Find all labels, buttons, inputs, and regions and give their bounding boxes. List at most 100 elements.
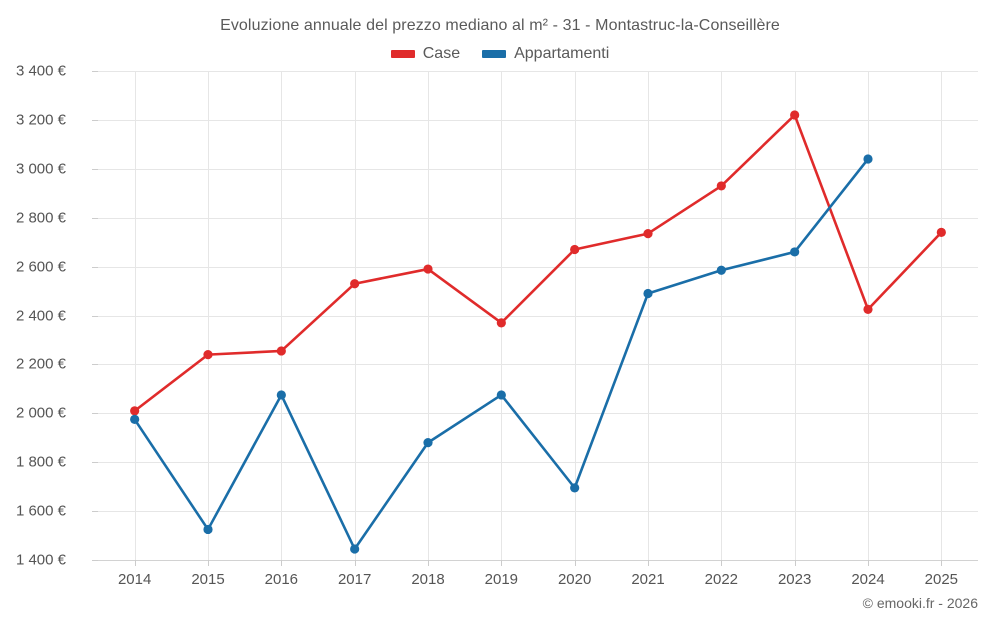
x-axis-tick-label: 2019 xyxy=(484,571,519,588)
gridline-vertical xyxy=(501,71,503,560)
y-axis-tick-label: 2 600 € xyxy=(15,258,66,276)
y-axis-tick-mark xyxy=(92,315,98,317)
y-axis-tick-label: 3 000 € xyxy=(15,160,66,178)
data-point-case[interactable] xyxy=(643,228,653,239)
x-axis-tick-mark xyxy=(134,560,136,566)
y-axis-tick-mark xyxy=(92,462,98,464)
footer-credit: © emooki.fr - 2026 xyxy=(862,595,978,611)
chart-legend: Case Appartamenti xyxy=(0,45,1000,63)
x-axis-tick-label: 2015 xyxy=(191,571,225,588)
legend-item-case[interactable]: Case xyxy=(390,45,461,63)
gridline-vertical xyxy=(354,71,356,560)
gridline-horizontal xyxy=(98,413,978,415)
data-point-case[interactable] xyxy=(716,181,726,191)
legend-swatch-case xyxy=(390,50,415,58)
data-point-case[interactable] xyxy=(350,279,360,289)
data-point-appartamenti[interactable] xyxy=(790,247,800,257)
data-point-appartamenti[interactable] xyxy=(496,390,506,400)
x-axis-tick-mark xyxy=(868,560,869,566)
gridline-horizontal xyxy=(98,119,978,121)
x-axis-tick-label: 2025 xyxy=(924,571,959,588)
y-axis-tick-label: 1 600 € xyxy=(15,502,66,520)
data-point-appartamenti[interactable] xyxy=(643,288,653,299)
legend-label-appartamenti: Appartamenti xyxy=(514,45,610,62)
y-axis-tick-label: 3 400 € xyxy=(15,62,66,80)
x-axis-tick-mark xyxy=(208,560,209,566)
data-point-appartamenti[interactable] xyxy=(423,438,433,448)
x-axis-tick-label: 2016 xyxy=(264,571,299,588)
y-axis-tick-mark xyxy=(92,560,98,561)
gridline-vertical xyxy=(941,71,943,560)
series-line-case xyxy=(133,113,943,413)
x-axis-tick-label: 2021 xyxy=(631,571,665,588)
gridline-horizontal xyxy=(98,315,978,317)
legend-label-case: Case xyxy=(422,45,461,62)
x-axis-tick-mark xyxy=(574,560,576,566)
x-axis-line xyxy=(98,560,978,561)
y-axis-tick-mark xyxy=(92,71,98,72)
x-axis-tick-mark xyxy=(354,560,356,566)
y-axis-tick-label: 2 400 € xyxy=(15,307,66,324)
x-axis-tick-mark xyxy=(428,560,429,566)
x-axis-tick-mark xyxy=(501,560,503,566)
y-axis-tick-label: 2 800 € xyxy=(15,209,66,227)
gridline-vertical xyxy=(868,71,869,560)
gridline-horizontal xyxy=(98,168,978,170)
gridline-vertical xyxy=(134,71,136,560)
series-lines xyxy=(130,110,946,554)
gridline-vertical xyxy=(574,71,576,560)
x-axis-tick-label: 2018 xyxy=(411,571,445,588)
data-point-case[interactable] xyxy=(570,244,580,255)
data-point-appartamenti[interactable] xyxy=(203,524,213,535)
data-point-case[interactable] xyxy=(863,304,873,314)
legend-item-appartamenti[interactable]: Appartamenti xyxy=(482,45,609,63)
data-point-case[interactable] xyxy=(203,350,213,360)
x-axis-tick-label: 2024 xyxy=(851,571,885,588)
data-point-case[interactable] xyxy=(423,264,433,274)
x-axis-tick-label: 2023 xyxy=(777,571,812,588)
x-axis-tick-mark xyxy=(721,560,723,566)
data-point-case[interactable] xyxy=(496,318,506,328)
gridline-vertical xyxy=(281,71,283,560)
data-point-appartamenti[interactable] xyxy=(276,390,286,400)
data-point-appartamenti[interactable] xyxy=(716,265,726,275)
y-axis-tick-label: 3 200 € xyxy=(15,111,66,129)
x-axis-tick-mark xyxy=(941,560,943,566)
data-point-case[interactable] xyxy=(936,227,946,237)
gridline-horizontal xyxy=(98,462,978,464)
data-point-appartamenti[interactable] xyxy=(350,544,360,554)
y-axis-tick-mark xyxy=(92,413,98,415)
x-axis-tick-mark xyxy=(281,560,283,566)
y-axis-tick-mark xyxy=(92,119,98,121)
gridline-vertical xyxy=(648,71,649,560)
gridline-horizontal xyxy=(98,364,978,366)
chart-title: Evoluzione annuale del prezzo mediano al… xyxy=(220,17,780,34)
gridline-vertical xyxy=(721,71,723,560)
y-axis-tick-label: 1 800 € xyxy=(15,453,66,471)
gridline-vertical xyxy=(794,71,796,560)
x-axis-tick-label: 2017 xyxy=(337,571,372,588)
data-point-appartamenti[interactable] xyxy=(570,483,580,493)
y-axis-tick-mark xyxy=(92,168,98,170)
y-axis-tick-label: 2 200 € xyxy=(15,355,66,373)
gridline-horizontal xyxy=(98,266,978,268)
gridline-vertical xyxy=(208,71,209,560)
gridline-horizontal xyxy=(98,71,978,72)
x-axis-tick-label: 2022 xyxy=(704,571,739,588)
data-point-case[interactable] xyxy=(130,406,140,416)
y-axis-tick-mark xyxy=(92,266,98,268)
x-axis-tick-mark xyxy=(648,560,649,566)
y-axis-tick-mark xyxy=(92,364,98,366)
data-point-case[interactable] xyxy=(790,110,800,120)
x-axis-tick-mark xyxy=(794,560,796,566)
y-axis-tick-label: 2 000 € xyxy=(15,404,66,422)
data-point-case[interactable] xyxy=(276,346,286,356)
plot-area: 3 400 € 3 200 € 3 000 € 2 800 € 2 600 € 2 400… xyxy=(16,63,978,588)
legend-swatch-appartamenti xyxy=(482,50,507,58)
x-axis-tick-label: 2014 xyxy=(117,571,152,588)
x-axis-tick-label: 2020 xyxy=(557,571,592,588)
data-point-appartamenti[interactable] xyxy=(130,414,140,425)
gridline-vertical xyxy=(428,71,429,560)
data-point-appartamenti[interactable] xyxy=(863,154,873,164)
